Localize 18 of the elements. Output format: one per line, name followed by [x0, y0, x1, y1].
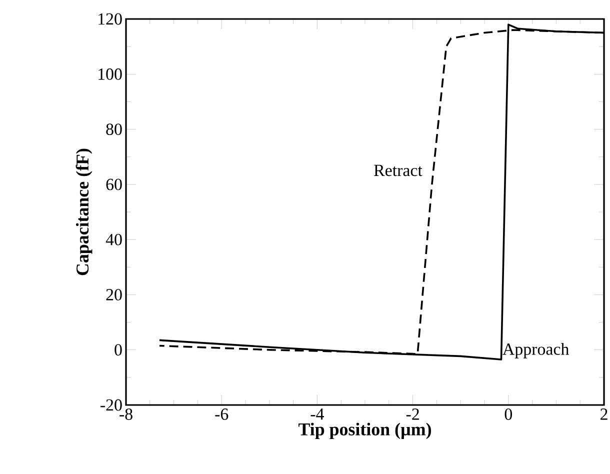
y-tick-label: -20	[100, 399, 122, 411]
y-tick-label: 20	[106, 288, 122, 300]
y-tick-label: 80	[106, 124, 122, 136]
y-tick-label: 120	[98, 13, 122, 25]
x-tick-label: -6	[215, 408, 228, 420]
x-tick-label: 0	[504, 408, 512, 420]
y-tick-label: 100	[98, 68, 122, 80]
y-tick-label: 0	[114, 344, 122, 356]
x-tick-label: -2	[406, 408, 419, 420]
y-axis-title: Capacitance (fF)	[76, 148, 92, 276]
x-tick-label: -8	[120, 408, 132, 420]
series-label: Approach	[502, 342, 569, 358]
x-tick-label: 2	[600, 408, 608, 420]
y-tick-label: 60	[106, 178, 122, 190]
x-tick-label: -4	[310, 408, 324, 420]
x-axis-title: Tip position (µm)	[298, 422, 431, 440]
series-label: Retract	[374, 164, 422, 176]
y-tick-label: 40	[106, 234, 122, 246]
